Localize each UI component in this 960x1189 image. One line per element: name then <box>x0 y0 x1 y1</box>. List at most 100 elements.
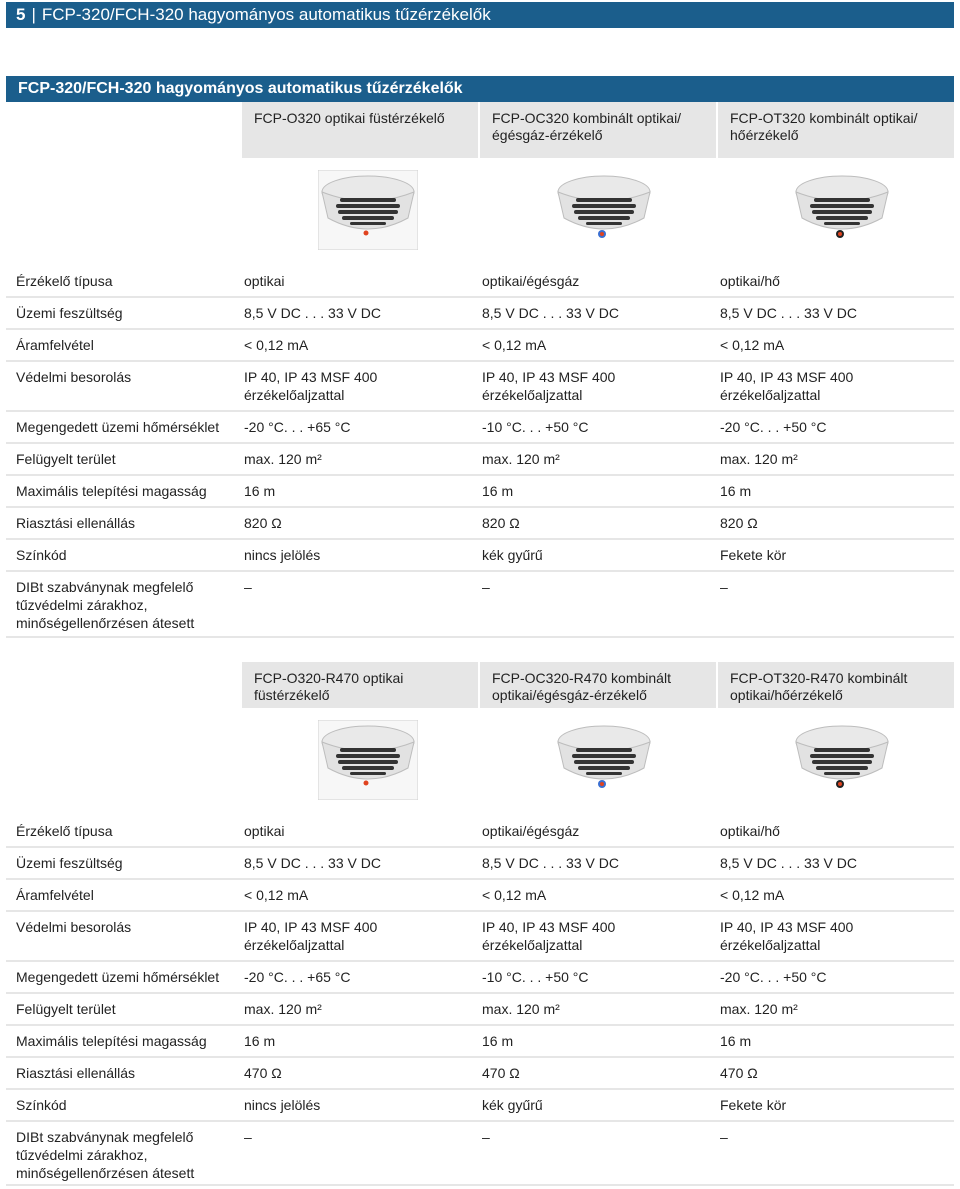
row-label: Üzemi feszültség <box>16 305 123 321</box>
row-value-oc320: 820 Ω <box>482 515 520 531</box>
row-label: Színkód <box>16 547 67 563</box>
row-value-o320-r470: < 0,12 mA <box>244 887 309 903</box>
row-value-o320-r470: 16 m <box>244 1033 276 1049</box>
row-value-o320: nincs jelölés <box>244 547 321 563</box>
row-label: Megengedett üzemi hőmérséklet <box>16 969 220 985</box>
row-label: Riasztási ellenállás <box>16 1065 136 1081</box>
row-value-ot320: < 0,12 mA <box>720 337 785 353</box>
row-value-ot320-r470: -20 °C. . . +50 °C <box>720 969 827 985</box>
row-label: Felügyelt terület <box>16 1001 116 1017</box>
row-value-oc320: 8,5 V DC . . . 33 V DC <box>482 305 619 321</box>
row-label: Védelmi besorolás <box>16 919 132 935</box>
table1-row-voltage: Üzemi feszültség 8,5 V DC . . . 33 V DC … <box>6 298 954 330</box>
table2-header-blank <box>6 662 238 708</box>
table2-header-oc320-r470: FCP-OC320-R470 kombinált optikai/égésgáz… <box>480 662 716 708</box>
row-label: Érzékelő típusa <box>16 823 113 839</box>
combined-detector-blue-icon <box>557 175 651 238</box>
row-value-ot320-r470: – <box>720 1129 728 1145</box>
row-label: Maximális telepítési magasság <box>16 483 207 499</box>
table1-row-dibt: DIBt szabványnak megfelelő tűzvédelmi zá… <box>6 572 954 638</box>
row-value-ot320: 820 Ω <box>720 515 758 531</box>
row-label: Védelmi besorolás <box>16 369 132 385</box>
row-value-o320: 16 m <box>244 483 276 499</box>
table1-row-protection: Védelmi besorolás IP 40, IP 43 MSF 400 é… <box>6 362 954 412</box>
row-label: Megengedett üzemi hőmérséklet <box>16 419 220 435</box>
row-value-ot320: – <box>720 579 728 595</box>
row-value-oc320-r470: kék gyűrű <box>482 1097 543 1113</box>
combined-detector-heat-icon <box>795 175 889 238</box>
row-value-o320: – <box>244 579 252 595</box>
row-value-o320: optikai <box>244 273 285 289</box>
table1-header-o320: FCP-O320 optikai füstérzékelő <box>242 102 478 158</box>
table2-header-ot320-r470: FCP-OT320-R470 kombinált optikai/hőérzék… <box>718 662 954 708</box>
table2-image-row <box>6 708 954 814</box>
row-value-oc320-r470: max. 120 m² <box>482 1001 560 1017</box>
row-value-oc320: optikai/égésgáz <box>482 273 580 289</box>
row-label: Maximális telepítési magasság <box>16 1033 207 1049</box>
table2-row-colorcode: Színkód nincs jelölés kék gyűrű Fekete k… <box>6 1090 954 1122</box>
table2-row-height: Maximális telepítési magasság 16 m 16 m … <box>6 1026 954 1058</box>
page-header-bar: 5 | FCP-320/FCH-320 hagyományos automatiku… <box>6 2 954 28</box>
table2-row-protection: Védelmi besorolás IP 40, IP 43 MSF 400 é… <box>6 912 954 962</box>
table2-row-area: Felügyelt terület max. 120 m² max. 120 m… <box>6 994 954 1026</box>
row-value-o320-r470: optikai <box>244 823 285 839</box>
row-value-o320: max. 120 m² <box>244 451 322 467</box>
row-value-ot320: -20 °C. . . +50 °C <box>720 419 827 435</box>
table1-image-cell-o320 <box>242 158 478 264</box>
row-value-ot320-r470: optikai/hő <box>720 823 780 839</box>
row-value-ot320-r470: IP 40, IP 43 MSF 400 érzékelőaljzattal <box>720 919 854 953</box>
table1-header-blank <box>6 102 238 158</box>
table2-image-cell-ot320-r470 <box>718 708 954 814</box>
row-value-o320: 8,5 V DC . . . 33 V DC <box>244 305 381 321</box>
row-value-oc320: kék gyűrű <box>482 547 543 563</box>
row-value-ot320-r470: 8,5 V DC . . . 33 V DC <box>720 855 857 871</box>
row-value-ot320-r470: 16 m <box>720 1033 752 1049</box>
row-value-oc320-r470: 470 Ω <box>482 1065 520 1081</box>
table2-header-o320-r470: FCP-O320-R470 optikai füstérzékelő <box>242 662 478 708</box>
page-number: 5 <box>16 5 26 24</box>
row-value-oc320-r470: – <box>482 1129 490 1145</box>
row-value-o320-r470: -20 °C. . . +65 °C <box>244 969 351 985</box>
row-value-oc320-r470: -10 °C. . . +50 °C <box>482 969 589 985</box>
row-value-oc320-r470: 8,5 V DC . . . 33 V DC <box>482 855 619 871</box>
row-value-oc320: -10 °C. . . +50 °C <box>482 419 589 435</box>
row-label: Riasztási ellenállás <box>16 515 136 531</box>
row-value-ot320-r470: max. 120 m² <box>720 1001 798 1017</box>
table2-row-temperature: Megengedett üzemi hőmérséklet -20 °C. . … <box>6 962 954 994</box>
table1-row-height: Maximális telepítési magasság 16 m 16 m … <box>6 476 954 508</box>
row-label: Üzemi feszültség <box>16 855 123 871</box>
row-value-o320-r470: IP 40, IP 43 MSF 400 érzékelőaljzattal <box>244 919 378 953</box>
row-value-oc320: – <box>482 579 490 595</box>
row-value-o320-r470: 470 Ω <box>244 1065 282 1081</box>
row-value-o320: < 0,12 mA <box>244 337 309 353</box>
header-separator: | <box>31 5 36 24</box>
row-value-oc320: max. 120 m² <box>482 451 560 467</box>
row-value-ot320-r470: 470 Ω <box>720 1065 758 1081</box>
combined-detector-blue-icon <box>557 725 651 788</box>
row-value-o320-r470: 8,5 V DC . . . 33 V DC <box>244 855 381 871</box>
row-value-oc320-r470: optikai/égésgáz <box>482 823 580 839</box>
row-value-ot320: Fekete kör <box>720 547 787 563</box>
row-value-ot320: 16 m <box>720 483 752 499</box>
table1-header-ot320: FCP-OT320 kombinált optikai/ hőérzékelő <box>718 102 954 158</box>
section-title: FCP-320/FCH-320 hagyományos automatikus … <box>6 76 954 102</box>
smoke-detector-icon <box>318 170 418 250</box>
row-value-ot320-r470: Fekete kör <box>720 1097 787 1113</box>
row-value-o320: 820 Ω <box>244 515 282 531</box>
row-label: Színkód <box>16 1097 67 1113</box>
table1-image-cell-oc320 <box>480 158 716 264</box>
table1-row-colorcode: Színkód nincs jelölés kék gyűrű Fekete k… <box>6 540 954 572</box>
row-value-oc320: 16 m <box>482 483 514 499</box>
page-header-title: FCP-320/FCH-320 hagyományos automatikus … <box>41 5 491 24</box>
table1-image-cell-ot320 <box>718 158 954 264</box>
row-label: DIBt szabványnak megfelelő tűzvédelmi zá… <box>16 579 195 631</box>
table1-row-area: Felügyelt terület max. 120 m² max. 120 m… <box>6 444 954 476</box>
table1-row-resistance: Riasztási ellenállás 820 Ω 820 Ω 820 Ω <box>6 508 954 540</box>
row-value-oc320-r470: < 0,12 mA <box>482 887 547 903</box>
row-value-o320: IP 40, IP 43 MSF 400 érzékelőaljzattal <box>244 369 378 403</box>
row-value-oc320: IP 40, IP 43 MSF 400 érzékelőaljzattal <box>482 369 616 403</box>
table2-row-dibt: DIBt szabványnak megfelelő tűzvédelmi zá… <box>6 1122 954 1186</box>
table1-header: FCP-O320 optikai füstérzékelő FCP-OC320 … <box>6 102 954 158</box>
row-label: Felügyelt terület <box>16 451 116 467</box>
row-value-ot320-r470: < 0,12 mA <box>720 887 785 903</box>
